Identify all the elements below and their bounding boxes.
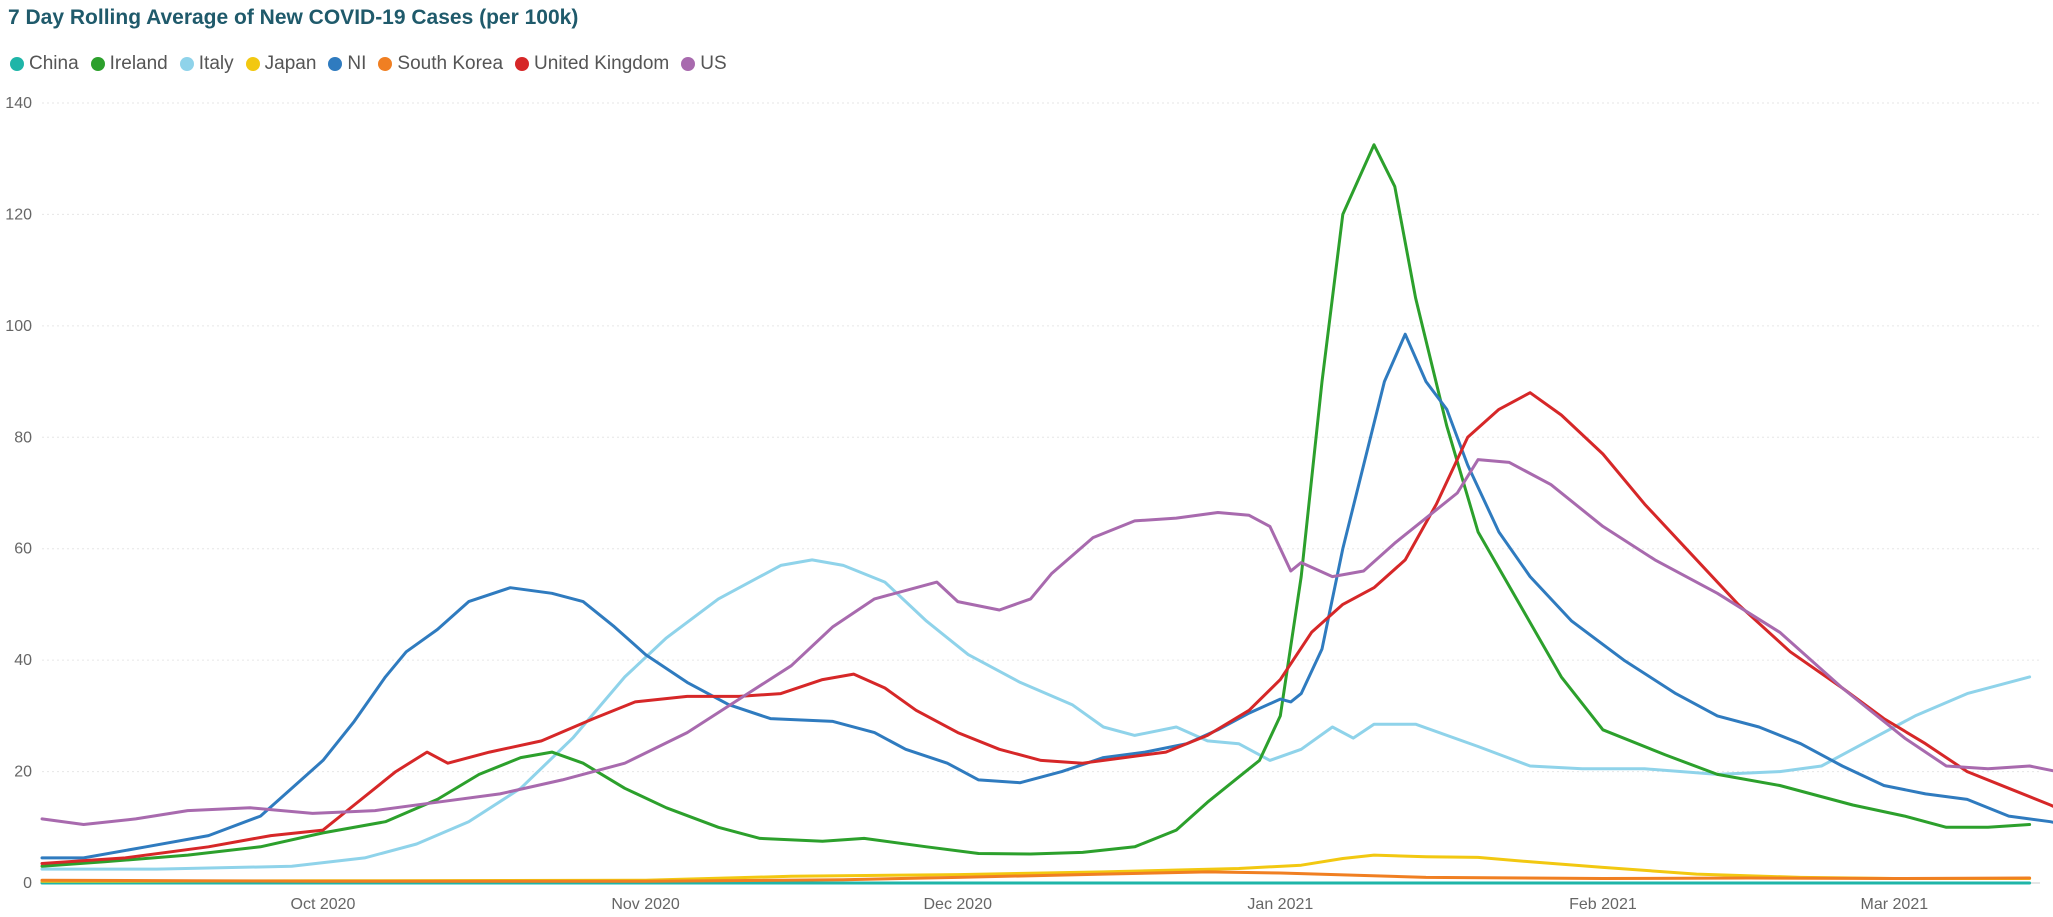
y-tick-label: 120 [5,206,32,223]
x-tick-label: Dec 2020 [924,896,993,913]
x-tick-label: Feb 2021 [1569,896,1637,913]
legend-label-ni: NI [347,53,367,74]
legend-item-china[interactable]: China [10,53,79,75]
y-tick-label: 60 [14,541,32,558]
x-tick-label: Oct 2020 [291,896,356,913]
series-line-italy[interactable] [40,558,2032,871]
legend-item-ni[interactable]: NI [328,53,366,75]
legend-item-south-korea[interactable]: South Korea [378,53,503,75]
y-tick-label: 0 [23,875,32,892]
legend-item-japan[interactable]: Japan [245,53,317,75]
y-tick-label: 100 [5,318,32,335]
y-tick-label: 40 [14,652,32,669]
legend-item-us[interactable]: US [681,53,727,75]
x-tick-label: Jan 2021 [1247,896,1313,913]
legend-marker-ireland [90,57,105,71]
legend-marker-japan [245,57,260,71]
chart-title: 7 Day Rolling Average of New COVID-19 Ca… [8,6,579,29]
legend-item-united-kingdom[interactable]: United Kingdom [515,53,669,75]
series-line-united-kingdom[interactable] [40,391,2053,865]
legend-label-united-kingdom: United Kingdom [534,53,670,74]
legend-marker-united-kingdom [515,57,530,71]
series-line-ireland[interactable] [40,143,2032,868]
y-tick-label: 140 [5,95,32,112]
series-line-south-korea[interactable] [40,870,2032,883]
chart-legend: China Ireland Italy Japan NI South Korea Unite… [10,52,727,76]
legend-marker-china [10,57,24,71]
y-tick-label: 80 [14,429,32,446]
legend-marker-ni [328,57,343,71]
y-tick-label: 20 [14,764,32,781]
legend-marker-us [681,57,696,71]
x-tick-label: Nov 2020 [611,896,680,913]
legend-label-south-korea: South Korea [397,53,504,74]
legend-item-ireland[interactable]: Ireland [90,53,168,75]
legend-label-us: US [700,53,727,74]
legend-label-china: China [29,53,79,74]
series-line-us[interactable] [40,458,2053,826]
legend-marker-south-korea [378,57,393,71]
legend-marker-italy [179,57,194,71]
x-tick-label: Mar 2021 [1861,896,1929,913]
legend-label-ireland: Ireland [109,53,168,74]
legend-label-italy: Italy [198,53,234,74]
legend-label-japan: Japan [264,53,317,74]
series-line-japan[interactable] [40,853,2032,883]
legend-item-italy[interactable]: Italy [179,53,234,75]
